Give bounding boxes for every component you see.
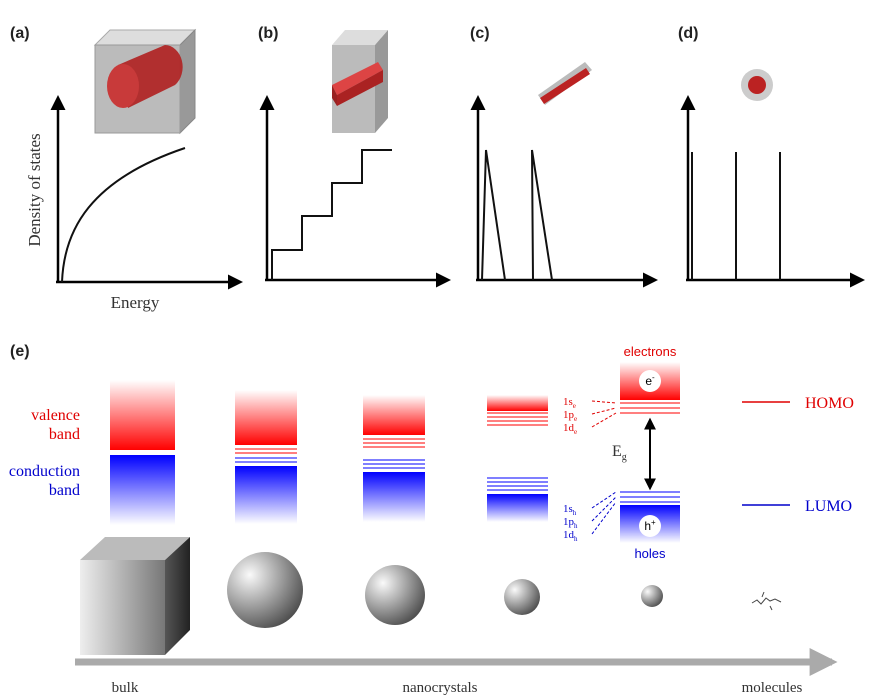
x-axis-label: Energy	[111, 293, 160, 312]
dot-icon	[741, 69, 773, 101]
nanocrystal	[641, 585, 663, 607]
panel-label: (a)	[10, 25, 30, 42]
panel-label: (d)	[678, 25, 698, 42]
level-connector	[592, 401, 616, 403]
figure: (a) (b) (c) (d) Density of states Energy…	[0, 0, 869, 698]
level-connector	[592, 492, 616, 508]
panel-label: (c)	[470, 25, 490, 42]
level-connector	[592, 502, 616, 534]
size-label: molecules	[742, 680, 803, 696]
electrons-label: electrons	[624, 344, 677, 359]
bands	[110, 362, 680, 543]
dos-0d	[692, 152, 780, 280]
nanocrystal	[504, 579, 540, 615]
y-axis-label: Density of states	[25, 133, 44, 246]
molecule	[752, 592, 781, 610]
dos-2d	[272, 150, 392, 280]
panel-label: (b)	[258, 25, 278, 42]
nanocrystal	[365, 565, 425, 625]
level-label: 1dh	[563, 529, 578, 543]
size-label: nanocrystals	[403, 680, 478, 696]
level-label: 1ph	[563, 516, 578, 530]
panel-label: (e)	[10, 343, 30, 360]
holes-label: holes	[634, 546, 666, 561]
size-label: bulk	[112, 680, 139, 696]
well-icon	[332, 30, 388, 133]
nanocrystal	[227, 552, 303, 628]
bulk-icon	[95, 30, 195, 133]
level-label: 1de	[563, 422, 577, 436]
level-connector	[592, 413, 616, 427]
bulk-cube	[80, 537, 190, 655]
level-label: 1sh	[563, 503, 577, 517]
dos-3d	[62, 148, 185, 282]
homo-label: HOMO	[805, 395, 854, 412]
lumo-label: LUMO	[805, 498, 852, 515]
level-connector	[592, 408, 616, 414]
level-label: 1pe	[563, 409, 577, 423]
dos-1d	[482, 150, 552, 280]
level-label: 1se	[563, 396, 576, 410]
gap-label: Eg	[612, 443, 627, 463]
wire-icon	[538, 62, 592, 105]
